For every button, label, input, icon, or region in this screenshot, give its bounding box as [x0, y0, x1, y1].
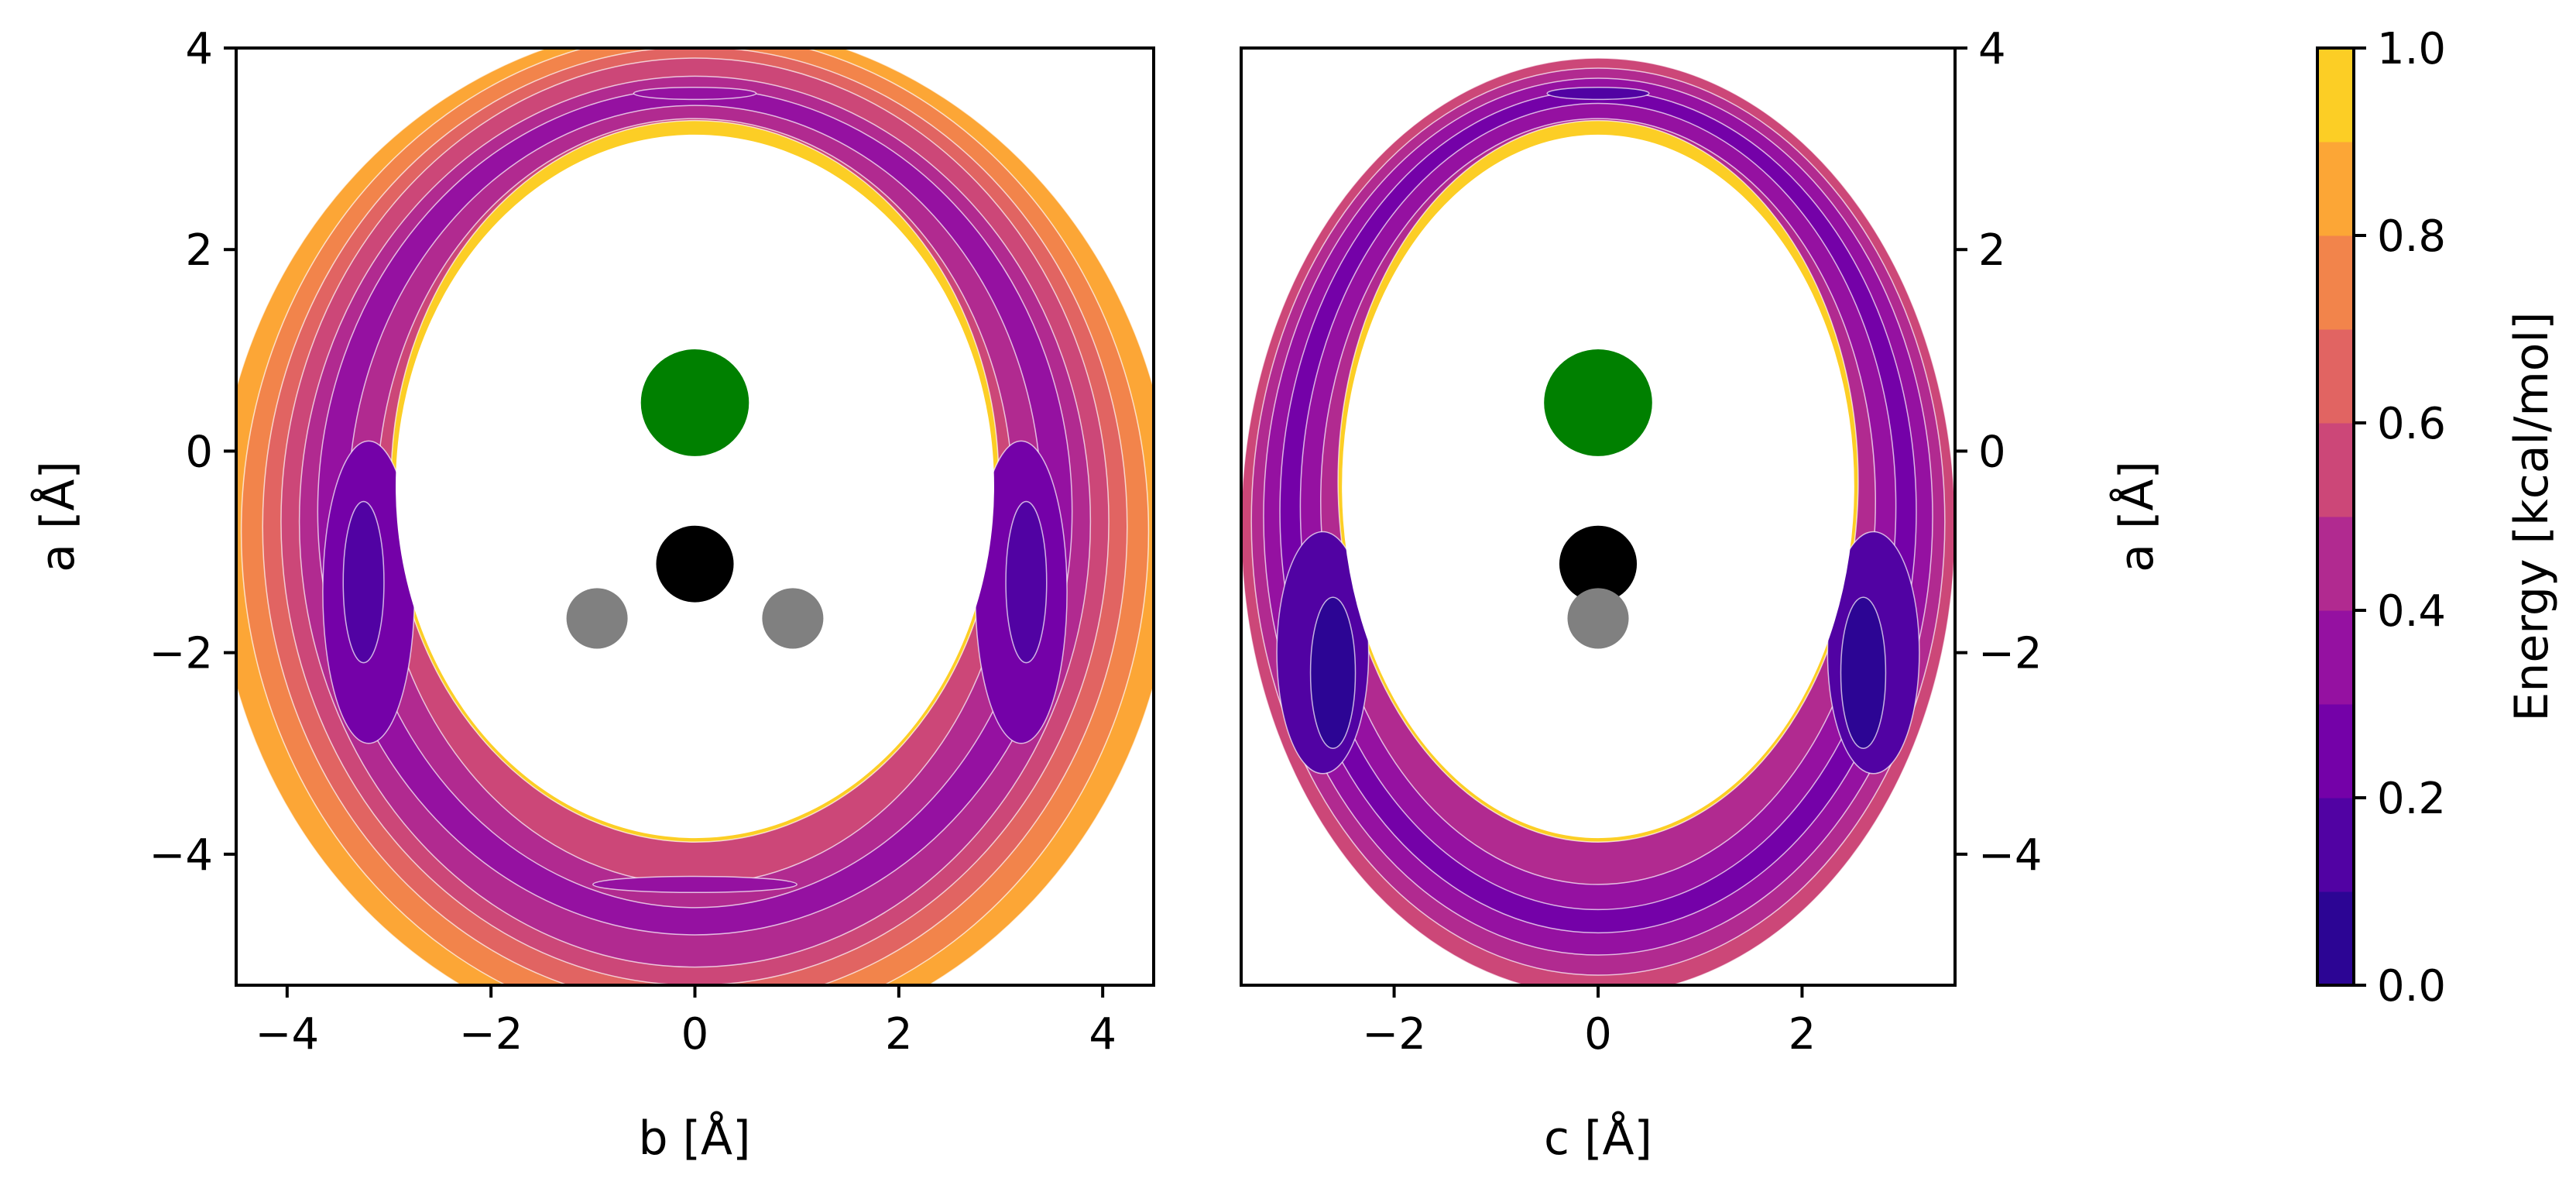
atom-grey — [762, 588, 824, 649]
atom-grey — [566, 588, 628, 649]
atom-black — [656, 525, 734, 603]
contour-minimum — [1546, 86, 1650, 101]
colorbar-label: Energy [kcal/mol] — [2505, 311, 2559, 721]
x-tick-label: 0 — [681, 1009, 709, 1060]
x-tick-label: 2 — [1789, 1009, 1816, 1060]
contour-minimum — [633, 86, 757, 101]
y-tick-label: −4 — [149, 830, 213, 881]
colorbar-band — [2317, 891, 2354, 986]
colorbar-tick-label: 0.0 — [2377, 961, 2446, 1012]
x-tick-label: −2 — [1362, 1009, 1426, 1060]
y-tick-label: 4 — [185, 24, 213, 74]
right-x-axis-label: c [Å] — [1544, 1111, 1652, 1166]
y-tick-label: 4 — [1978, 24, 2006, 74]
colorbar-tick-label: 0.4 — [2377, 586, 2446, 637]
right-contour-plot — [1241, 57, 1955, 985]
left-panel: −4 −2 0 2 4 −4 −2 0 2 4 b [Å] a [Å] — [30, 24, 1155, 1166]
colorbar-band — [2317, 142, 2354, 236]
y-tick-label: 0 — [185, 427, 213, 477]
contour-minimum — [1840, 596, 1887, 749]
colorbar-band — [2317, 423, 2354, 517]
excluded-region — [396, 134, 994, 839]
colorbar-frame — [2316, 46, 2355, 987]
colorbar-band — [2317, 517, 2354, 611]
right-panel: −2 0 2 −4 −2 0 2 4 c [Å] a [Å] — [1240, 24, 2164, 1166]
colorbar-tick-label: 1.0 — [2377, 24, 2446, 74]
colorbar-band — [2317, 329, 2354, 424]
x-tick-label: −4 — [256, 1009, 320, 1060]
excluded-region — [1342, 134, 1854, 839]
colorbar-band — [2317, 798, 2354, 892]
atom-black — [1559, 525, 1638, 603]
colorbar: 0.0 0.2 0.4 0.6 0.8 1.0 Energy [kcal/mol] — [2316, 24, 2559, 1012]
x-tick-label: 0 — [1584, 1009, 1612, 1060]
colorbar-ticks: 0.0 0.2 0.4 0.6 0.8 1.0 — [2354, 24, 2446, 1012]
atom-green — [640, 349, 749, 456]
colorbar-tick-label: 0.8 — [2377, 211, 2446, 262]
x-tick-label: −2 — [459, 1009, 523, 1060]
colorbar-tick-label: 0.6 — [2377, 399, 2446, 449]
left-x-axis-label: b [Å] — [638, 1111, 750, 1166]
atom-green — [1544, 349, 1652, 456]
colorbar-bands — [2317, 48, 2354, 986]
left-x-ticks: −4 −2 0 2 4 — [256, 985, 1116, 1060]
contour-minimum — [1309, 596, 1357, 749]
y-tick-label: 0 — [1978, 427, 2006, 477]
y-tick-label: −4 — [1978, 830, 2043, 881]
contour-minimum — [592, 875, 797, 894]
contour-minimum — [342, 500, 385, 664]
colorbar-band — [2317, 610, 2354, 705]
right-y-ticks: −4 −2 0 2 4 — [1955, 24, 2043, 881]
colorbar-band — [2317, 48, 2354, 143]
y-tick-label: −2 — [1978, 629, 2043, 679]
colorbar-band — [2317, 704, 2354, 799]
y-tick-label: 2 — [1978, 225, 2006, 276]
x-tick-label: 4 — [1089, 1009, 1116, 1060]
left-molecule — [566, 349, 824, 649]
right-molecule — [1544, 349, 1652, 649]
right-x-ticks: −2 0 2 — [1362, 985, 1816, 1060]
x-tick-label: 2 — [885, 1009, 913, 1060]
left-y-axis-label: a [Å] — [30, 461, 85, 572]
left-contour-plot — [236, 48, 1154, 985]
atom-grey — [1567, 588, 1629, 649]
contour-minimum — [1005, 500, 1048, 664]
colorbar-tick-label: 0.2 — [2377, 774, 2446, 824]
right-y-axis-label: a [Å] — [2109, 461, 2164, 572]
y-tick-label: 2 — [185, 225, 213, 276]
y-tick-label: −2 — [149, 629, 213, 679]
colorbar-band — [2317, 235, 2354, 330]
left-y-ticks: −4 −2 0 2 4 — [149, 24, 236, 881]
